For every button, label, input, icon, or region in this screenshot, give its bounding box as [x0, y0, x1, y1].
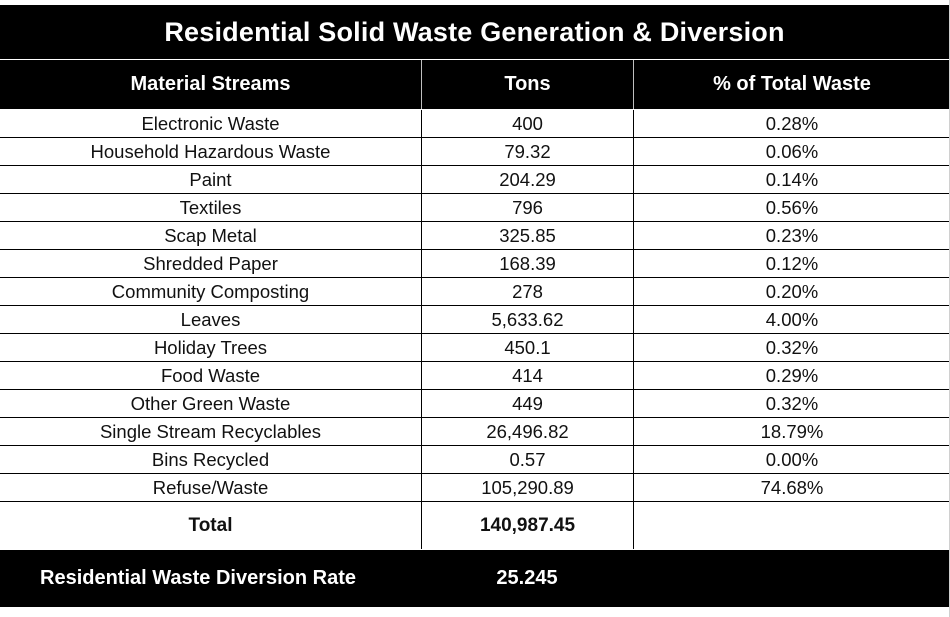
material-stream-cell: Holiday Trees	[153, 336, 268, 358]
percent-cell: 18.79%	[633, 418, 950, 445]
tons-cell: 796	[421, 194, 633, 221]
tons-cell: 26,496.82	[421, 418, 633, 445]
material-stream-cell: Food Waste	[160, 364, 261, 386]
diversion-rate-value: 25.245	[496, 567, 558, 589]
header-tons: Tons	[421, 60, 633, 109]
tons-cell: 168.39	[421, 250, 633, 277]
total-percent	[633, 502, 950, 549]
tons-cell: 5,633.62	[421, 306, 633, 333]
total-row: Total 140,987.45	[0, 502, 950, 549]
material-stream-cell: Scap Metal	[164, 224, 257, 246]
percent-cell: 0.23%	[633, 222, 950, 249]
diversion-rate-label: Residential Waste Diversion Rate	[40, 567, 357, 589]
table-title: Residential Solid Waste Generation & Div…	[0, 5, 950, 59]
tons-cell: 450.1	[421, 334, 633, 361]
table-body: Electronic Waste 400 0.28% Household Hazard…	[0, 110, 950, 502]
diversion-rate-bar: Residential Waste Diversion Rate 25.245	[0, 550, 950, 607]
material-stream-cell: Leaves	[180, 308, 241, 330]
table-row: Household Hazardous Waste 79.32 0.06%	[0, 138, 950, 166]
header-percent-total: % of Total Waste	[633, 60, 950, 109]
tons-cell: 414	[421, 362, 633, 389]
material-stream-cell: Textiles	[179, 196, 242, 218]
table-row: Shredded Paper 168.39 0.12%	[0, 250, 950, 278]
table-row: Community Composting 278 0.20%	[0, 278, 950, 306]
percent-cell: 0.32%	[633, 390, 950, 417]
tons-cell: 204.29	[421, 166, 633, 193]
percent-cell: 0.28%	[633, 110, 950, 137]
material-stream-cell: Refuse/Waste	[152, 476, 269, 498]
header-material-streams: Material Streams	[130, 73, 291, 95]
tons-cell: 79.32	[421, 138, 633, 165]
table-row: Single Stream Recyclables 26,496.82 18.79%	[0, 418, 950, 446]
tons-cell: 278	[421, 278, 633, 305]
table-row: Refuse/Waste 105,290.89 74.68%	[0, 474, 950, 502]
table-row: Textiles 796 0.56%	[0, 194, 950, 222]
material-stream-cell: Shredded Paper	[143, 252, 278, 274]
table-row: Electronic Waste 400 0.28%	[0, 110, 950, 138]
tons-cell: 0.57	[421, 446, 633, 473]
total-tons: 140,987.45	[421, 502, 633, 549]
total-label: Total	[188, 514, 233, 536]
material-stream-cell: Household Hazardous Waste	[90, 140, 331, 162]
table-row: Paint 204.29 0.14%	[0, 166, 950, 194]
table-row: Food Waste 414 0.29%	[0, 362, 950, 390]
percent-cell: 0.12%	[633, 250, 950, 277]
percent-cell: 74.68%	[633, 474, 950, 501]
table-row: Leaves 5,633.62 4.00%	[0, 306, 950, 334]
table-row: Bins Recycled 0.57 0.00%	[0, 446, 950, 474]
table-row: Scap Metal 325.85 0.23%	[0, 222, 950, 250]
percent-cell: 0.06%	[633, 138, 950, 165]
table-row: Other Green Waste 449 0.32%	[0, 390, 950, 418]
percent-cell: 0.14%	[633, 166, 950, 193]
percent-cell: 0.32%	[633, 334, 950, 361]
material-stream-cell: Bins Recycled	[151, 448, 270, 470]
percent-cell: 0.56%	[633, 194, 950, 221]
material-stream-cell: Paint	[189, 168, 232, 190]
material-stream-cell: Other Green Waste	[130, 392, 291, 414]
material-stream-cell: Community Composting	[111, 280, 310, 302]
tons-cell: 325.85	[421, 222, 633, 249]
material-stream-cell: Electronic Waste	[141, 112, 280, 134]
table-row: Holiday Trees 450.1 0.32%	[0, 334, 950, 362]
percent-cell: 0.20%	[633, 278, 950, 305]
tons-cell: 105,290.89	[421, 474, 633, 501]
material-stream-cell: Single Stream Recyclables	[99, 420, 322, 442]
percent-cell: 0.29%	[633, 362, 950, 389]
percent-cell: 0.00%	[633, 446, 950, 473]
table-header-row: Material Streams Tons % of Total Waste	[0, 60, 950, 109]
tons-cell: 400	[421, 110, 633, 137]
percent-cell: 4.00%	[633, 306, 950, 333]
tons-cell: 449	[421, 390, 633, 417]
